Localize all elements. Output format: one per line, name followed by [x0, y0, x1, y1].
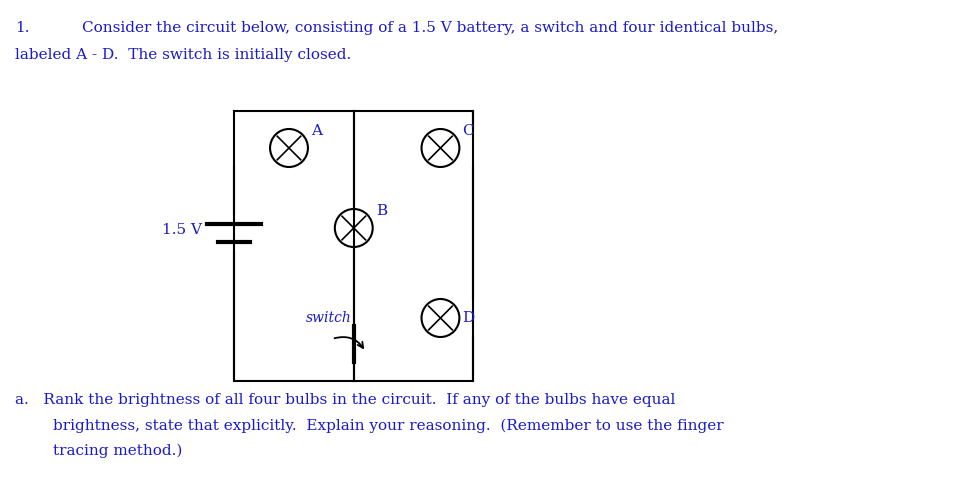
Text: C: C [463, 124, 474, 138]
Text: Consider the circuit below, consisting of a 1.5 V battery, a switch and four ide: Consider the circuit below, consisting o… [82, 21, 778, 35]
Text: D: D [463, 311, 474, 325]
Text: A: A [311, 124, 322, 138]
Text: B: B [376, 204, 386, 218]
Text: brightness, state that explicitly.  Explain your reasoning.  (Remember to use th: brightness, state that explicitly. Expla… [53, 419, 723, 434]
Text: 1.5 V: 1.5 V [162, 223, 202, 237]
Text: a.   Rank the brightness of all four bulbs in the circuit.  If any of the bulbs : a. Rank the brightness of all four bulbs… [15, 393, 675, 407]
Text: switch: switch [305, 311, 351, 325]
Text: 1.: 1. [15, 21, 29, 35]
Text: labeled A - D.  The switch is initially closed.: labeled A - D. The switch is initially c… [15, 48, 351, 62]
Text: tracing method.): tracing method.) [53, 444, 183, 458]
